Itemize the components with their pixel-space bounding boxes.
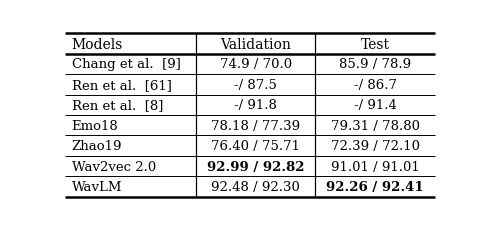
Text: Ren et al.  [8]: Ren et al. [8] xyxy=(72,99,163,112)
Text: 92.26 / 92.41: 92.26 / 92.41 xyxy=(326,180,424,193)
Text: Ren et al.  [61]: Ren et al. [61] xyxy=(72,79,171,91)
Text: -/ 86.7: -/ 86.7 xyxy=(354,79,397,91)
Text: Emo18: Emo18 xyxy=(72,119,118,132)
Text: 79.31 / 78.80: 79.31 / 78.80 xyxy=(331,119,420,132)
Text: Chang et al.  [9]: Chang et al. [9] xyxy=(72,58,181,71)
Text: -/ 91.4: -/ 91.4 xyxy=(354,99,397,112)
Text: -/ 91.8: -/ 91.8 xyxy=(234,99,277,112)
Text: 92.99 / 92.82: 92.99 / 92.82 xyxy=(207,160,305,173)
Text: 91.01 / 91.01: 91.01 / 91.01 xyxy=(331,160,420,173)
Text: 76.40 / 75.71: 76.40 / 75.71 xyxy=(211,140,300,153)
Text: WavLM: WavLM xyxy=(72,180,122,193)
Text: Validation: Validation xyxy=(220,37,291,51)
Text: Wav2vec 2.0: Wav2vec 2.0 xyxy=(72,160,156,173)
Text: 92.48 / 92.30: 92.48 / 92.30 xyxy=(211,180,300,193)
Text: Test: Test xyxy=(361,37,390,51)
Text: 78.18 / 77.39: 78.18 / 77.39 xyxy=(211,119,300,132)
Text: Models: Models xyxy=(72,37,123,51)
Text: 72.39 / 72.10: 72.39 / 72.10 xyxy=(331,140,420,153)
Text: 85.9 / 78.9: 85.9 / 78.9 xyxy=(339,58,411,71)
Text: 74.9 / 70.0: 74.9 / 70.0 xyxy=(220,58,292,71)
Text: Zhao19: Zhao19 xyxy=(72,140,122,153)
Text: -/ 87.5: -/ 87.5 xyxy=(234,79,277,91)
